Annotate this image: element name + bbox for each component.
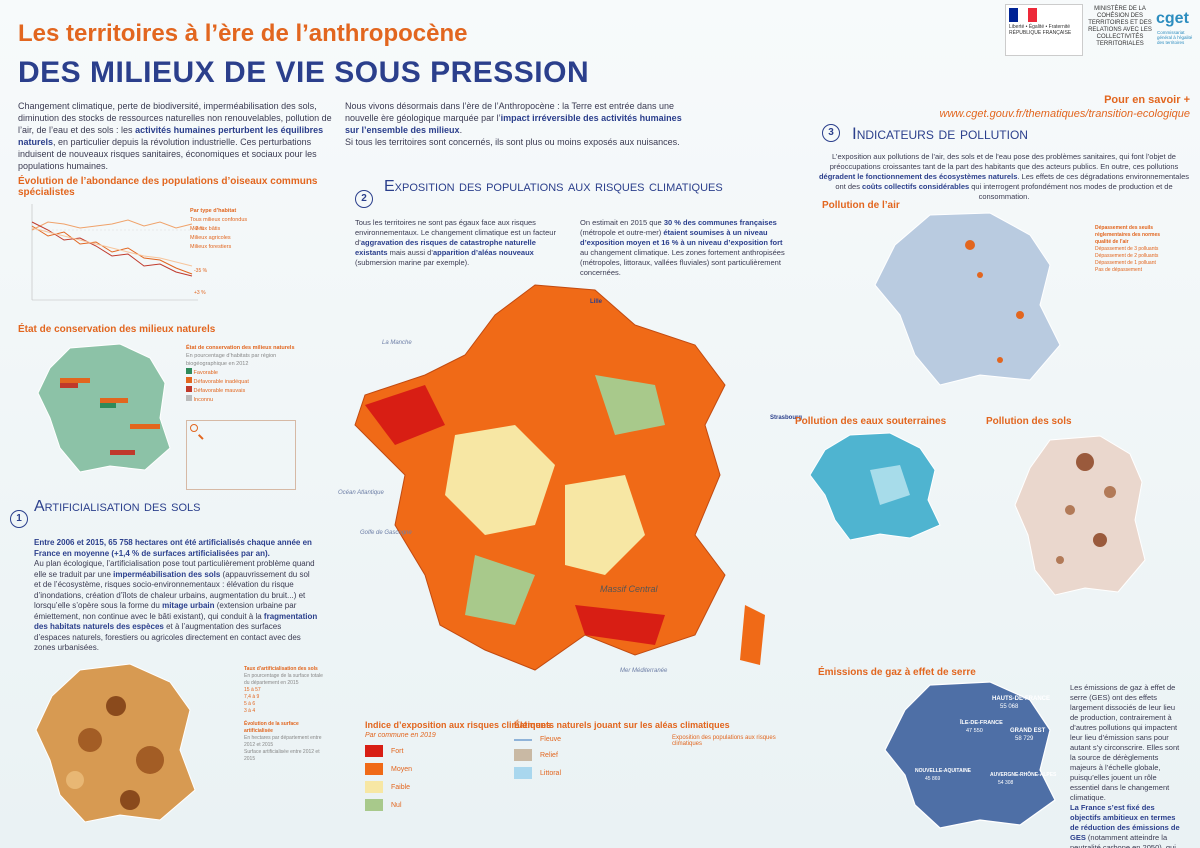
section-3-number: 3 (822, 124, 840, 142)
exposure-info-box: Exposition des populations aux risques c… (672, 735, 776, 747)
soil-pollution-title: Pollution des sols (986, 416, 1072, 427)
svg-text:55 068: 55 068 (1000, 704, 1019, 710)
learn-more-label: Pour en savoir + (1104, 94, 1190, 106)
birds-legend: Par type d’habitat Tous milieux confondu… (190, 208, 248, 250)
label-forest: -7 % (194, 226, 205, 232)
groundwater-pollution-map (809, 432, 941, 540)
conservation-legend: État de conservation des milieux naturel… (186, 345, 295, 403)
section-2-text-1: Tous les territoires ne sont pas égaux f… (355, 218, 556, 267)
conservation-info-box (186, 420, 296, 490)
label-golfe-gascogne: Golfe de Gascogne (360, 530, 412, 536)
legend-nul: Nul (365, 799, 551, 811)
series-forest (31, 219, 193, 231)
series-agri (31, 225, 193, 275)
air-pollution-title: Pollution de l’air (822, 200, 900, 211)
city-lille: Lille (590, 299, 603, 305)
sources-vertical-text (1176, 520, 1192, 840)
svg-text:ÎLE-DE-FRANCE: ÎLE-DE-FRANCE (959, 718, 1003, 726)
ges-text: Les émissions de gaz à effet de serre (G… (1070, 683, 1180, 848)
conservation-map (37, 343, 171, 473)
artificialisation-map (35, 663, 196, 823)
intro-paragraph-2: Nous vivons désormais dans l’ère de l’An… (345, 101, 682, 147)
legend-fleuve: Fleuve (514, 736, 730, 743)
svg-text:AUVERGNE-RHÔNE-ALPES: AUVERGNE-RHÔNE-ALPES (990, 770, 1057, 778)
svg-text:HAUTS-DE-FRANCE: HAUTS-DE-FRANCE (992, 696, 1050, 702)
svg-text:47 550: 47 550 (966, 728, 983, 734)
series-all (31, 227, 193, 267)
poster-title: DES MILIEUX DE VIE SOUS PRESSION (18, 56, 590, 89)
label-agri: -35 % (194, 268, 208, 274)
city-strasbourg: Strasbourg (770, 415, 803, 421)
section-1-number: 1 (10, 510, 28, 528)
label-massif-central: Massif Central (600, 584, 658, 594)
section-2-number: 2 (355, 190, 373, 208)
intro-paragraph-1: Changement climatique, perte de biodiver… (18, 101, 332, 171)
legend-littoral: Littoral (514, 767, 730, 779)
cget-subtitle: Commissariat général à l’égalité des ter… (1157, 30, 1193, 45)
section-2-text-2: On estimait en 2015 que 30 % des commune… (580, 218, 785, 277)
learn-more-link[interactable]: www.cget.gouv.fr/thematiques/transition-… (939, 108, 1191, 120)
air-pollution-legend: Dépassement des seuils réglementaires de… (1095, 225, 1161, 273)
legend-moyen: Moyen (365, 763, 551, 775)
soil-pollution-map (1014, 435, 1146, 596)
label-bati: +3 % (194, 290, 206, 296)
svg-text:NOUVELLE-AQUITAINE: NOUVELLE-AQUITAINE (915, 768, 972, 774)
label-mer-mediterranee: Mer Méditerranée (620, 668, 668, 674)
svg-text:45 869: 45 869 (925, 776, 941, 782)
climate-risk-map (354, 284, 765, 671)
svg-text:GRAND EST: GRAND EST (1010, 728, 1046, 734)
legend-faible: Faible (365, 781, 551, 793)
series-bati (31, 221, 193, 277)
natural-elements-legend: Éléments naturels jouant sur les aléas c… (514, 720, 730, 779)
svg-text:58 729: 58 729 (1015, 736, 1034, 742)
french-flag-icon (1009, 8, 1037, 22)
legend-fort: Fort (365, 745, 551, 757)
ministere-label: MINISTÈRE DE LA COHÉSION DES TERRITOIRES… (1088, 6, 1152, 47)
conservation-title: État de conservation des milieux naturel… (18, 324, 216, 335)
svg-text:54 308: 54 308 (998, 780, 1014, 786)
label-ocean-atlantique: Océan Atlantique (338, 490, 384, 496)
groundwater-pollution-title: Pollution des eaux souterraines (795, 416, 947, 427)
republique-francaise-logo: Liberté • Égalité • Fraternité RÉPUBLIQU… (1005, 4, 1083, 56)
ges-emissions-title: Émissions de gaz à effet de serre (818, 667, 976, 678)
label-la-manche: La Manche (382, 340, 412, 346)
air-pollution-map (874, 212, 1061, 386)
section-1-title: Artificialisation des sols (34, 498, 201, 515)
cget-logo: cget (1156, 10, 1189, 27)
birds-line-chart: -7 % -35 % +3 % (31, 204, 208, 301)
magnifier-icon (190, 424, 198, 432)
section-2-title: Exposition des populations aux risques c… (384, 178, 723, 195)
ges-emissions-map: HAUTS-DE-FRANCE 55 068 GRAND EST 58 729 … (884, 681, 1057, 829)
birds-chart-title: Évolution de l’abondance des populations… (18, 176, 318, 198)
poster-subtitle: Les territoires à l’ère de l’anthropocèn… (18, 20, 468, 47)
artificialisation-legend: Taux d’artificialisation des sols En pou… (244, 666, 323, 762)
exposure-legend: Indice d’exposition aux risques climatiq… (365, 720, 551, 811)
rf-motto: Liberté • Égalité • Fraternité RÉPUBLIQU… (1009, 24, 1072, 36)
legend-relief: Relief (514, 749, 730, 761)
section-3-text: L’exposition aux pollutions de l’air, de… (818, 152, 1190, 201)
section-3-title: Indicateurs de pollution (852, 124, 1028, 143)
section-1-text: Entre 2006 et 2015, 65 758 hectares ont … (34, 538, 318, 652)
